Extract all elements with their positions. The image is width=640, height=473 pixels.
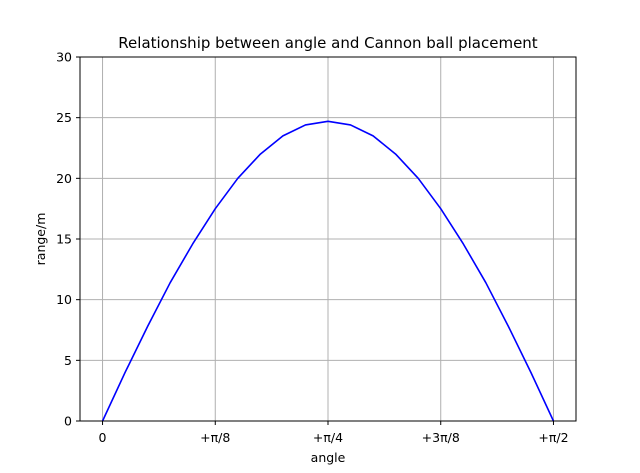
x-tick-label: +π/2 <box>538 430 568 445</box>
y-tick-label: 30 <box>56 50 72 65</box>
y-axis-label: range/m <box>33 213 48 266</box>
ticks: 0 +π/8 +π/4 +3π/8 +π/2 0 5 10 15 20 25 30 <box>56 50 568 446</box>
series-layer <box>101 120 555 422</box>
y-tick-label: 0 <box>64 414 72 429</box>
x-tick-label: +π/8 <box>200 430 230 445</box>
x-tick-label: +π/4 <box>313 430 343 445</box>
x-tick-label: +3π/8 <box>422 430 460 445</box>
series-line <box>101 120 555 422</box>
x-tick-label: 0 <box>99 430 107 445</box>
y-tick-label: 10 <box>56 292 72 307</box>
y-tick-label: 20 <box>56 171 72 186</box>
grid <box>80 56 576 422</box>
y-tick-label: 25 <box>56 110 72 125</box>
y-tick-label: 15 <box>56 232 72 247</box>
chart-title: Relationship between angle and Cannon ba… <box>118 34 538 52</box>
y-tick-label: 5 <box>64 353 72 368</box>
x-axis-label: angle <box>311 450 346 465</box>
